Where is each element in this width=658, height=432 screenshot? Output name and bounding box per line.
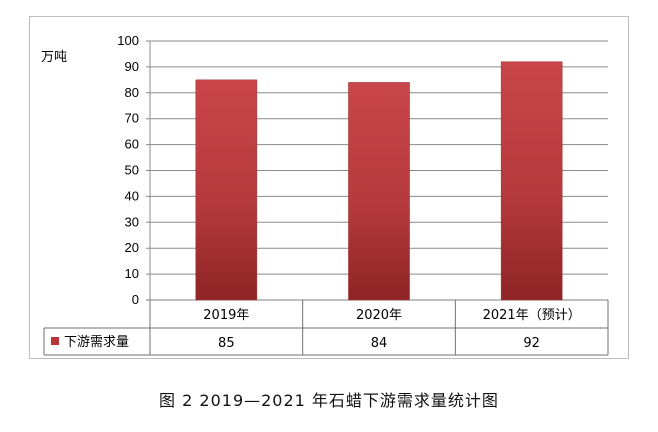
legend-marker	[51, 337, 59, 345]
chart-frame: 万吨 0 10 20 30 40 50 60 70 80 90 100 2019年 85 2020年 84…	[29, 16, 629, 359]
data-label: 92	[523, 336, 540, 351]
data-label: 85	[218, 336, 235, 351]
chart-svg: 万吨 0 10 20 30 40 50 60 70 80 90 100 2019年 85 2020年 84…	[41, 33, 609, 356]
data-label: 84	[371, 336, 388, 351]
y-tick-label: 40	[125, 188, 139, 203]
bar	[195, 79, 258, 301]
data-table: 2019年 85 2020年 84 2021年（预计） 92 下游需求量	[43, 300, 609, 356]
category-label: 2021年（预计）	[483, 308, 581, 323]
y-tick-label: 20	[125, 240, 139, 255]
y-tick-label: 50	[125, 163, 139, 178]
y-tick-label: 30	[125, 214, 139, 229]
y-tick-label: 100	[117, 33, 139, 48]
series-label: 下游需求量	[64, 335, 129, 350]
figure-caption: 图 2 2019—2021 年石蜡下游需求量统计图	[159, 391, 499, 410]
category-label: 2020年	[356, 308, 402, 323]
bar	[348, 82, 410, 301]
category-label: 2019年	[203, 308, 249, 323]
y-tick-label: 80	[125, 85, 139, 100]
y-tick-label: 10	[125, 266, 139, 281]
y-axis-unit-label: 万吨	[41, 50, 67, 65]
y-tick-label: 60	[125, 137, 139, 152]
bar	[500, 61, 563, 301]
y-tick-label: 70	[125, 111, 139, 126]
bars	[195, 61, 563, 301]
y-tick-label: 0	[132, 292, 139, 307]
y-tick-label: 90	[125, 59, 139, 74]
y-axis-ticks: 0 10 20 30 40 50 60 70 80 90 100	[117, 33, 139, 307]
